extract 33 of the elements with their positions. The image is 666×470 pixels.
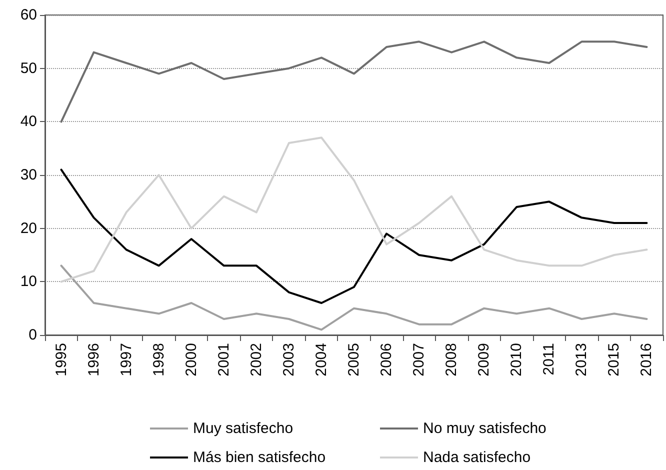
legend-label: Muy satisfecho: [193, 420, 294, 437]
legend-label: Nada satisfecho: [423, 449, 531, 466]
x-tick-label: 2003: [280, 343, 298, 376]
x-tick-label: 2001: [215, 343, 232, 376]
y-tick-label: 10: [20, 273, 37, 290]
x-tick-label: 2008: [443, 343, 460, 376]
x-tick-label: 2011: [540, 343, 558, 376]
y-tick-label: 50: [20, 60, 37, 77]
line-series: [60, 136, 648, 283]
x-tick-label: 2006: [378, 343, 396, 376]
x-tick-label: 2009: [476, 343, 493, 376]
y-tick-label: 60: [20, 6, 37, 24]
x-tick-label: 1996: [85, 343, 102, 376]
x-tick-label: 2015: [606, 343, 623, 376]
x-tick-label: 2016: [638, 343, 656, 376]
legend-label: No muy satisfecho: [423, 420, 546, 437]
x-tick-label: 2007: [410, 343, 428, 376]
x-tick-label: 1998: [150, 343, 168, 376]
x-tick-label: 2005: [346, 343, 362, 376]
y-tick-label: 30: [20, 166, 37, 184]
line-series: [60, 40, 648, 123]
x-tick-label: 2004: [312, 343, 330, 376]
x-tick-label: 2002: [248, 343, 265, 376]
x-tick-label: 1997: [118, 343, 135, 376]
y-tick-label: 20: [20, 220, 37, 237]
x-tick-label: 1995: [52, 343, 70, 376]
x-tick-label: 2013: [573, 343, 590, 376]
line-series: [60, 168, 648, 304]
y-tick-label: 0: [28, 326, 37, 344]
x-tick-label: 2000: [182, 343, 200, 376]
y-tick-label: 40: [20, 113, 37, 130]
legend-label: Más bien satisfecho: [193, 449, 326, 466]
x-tick-label: 2010: [508, 343, 526, 376]
